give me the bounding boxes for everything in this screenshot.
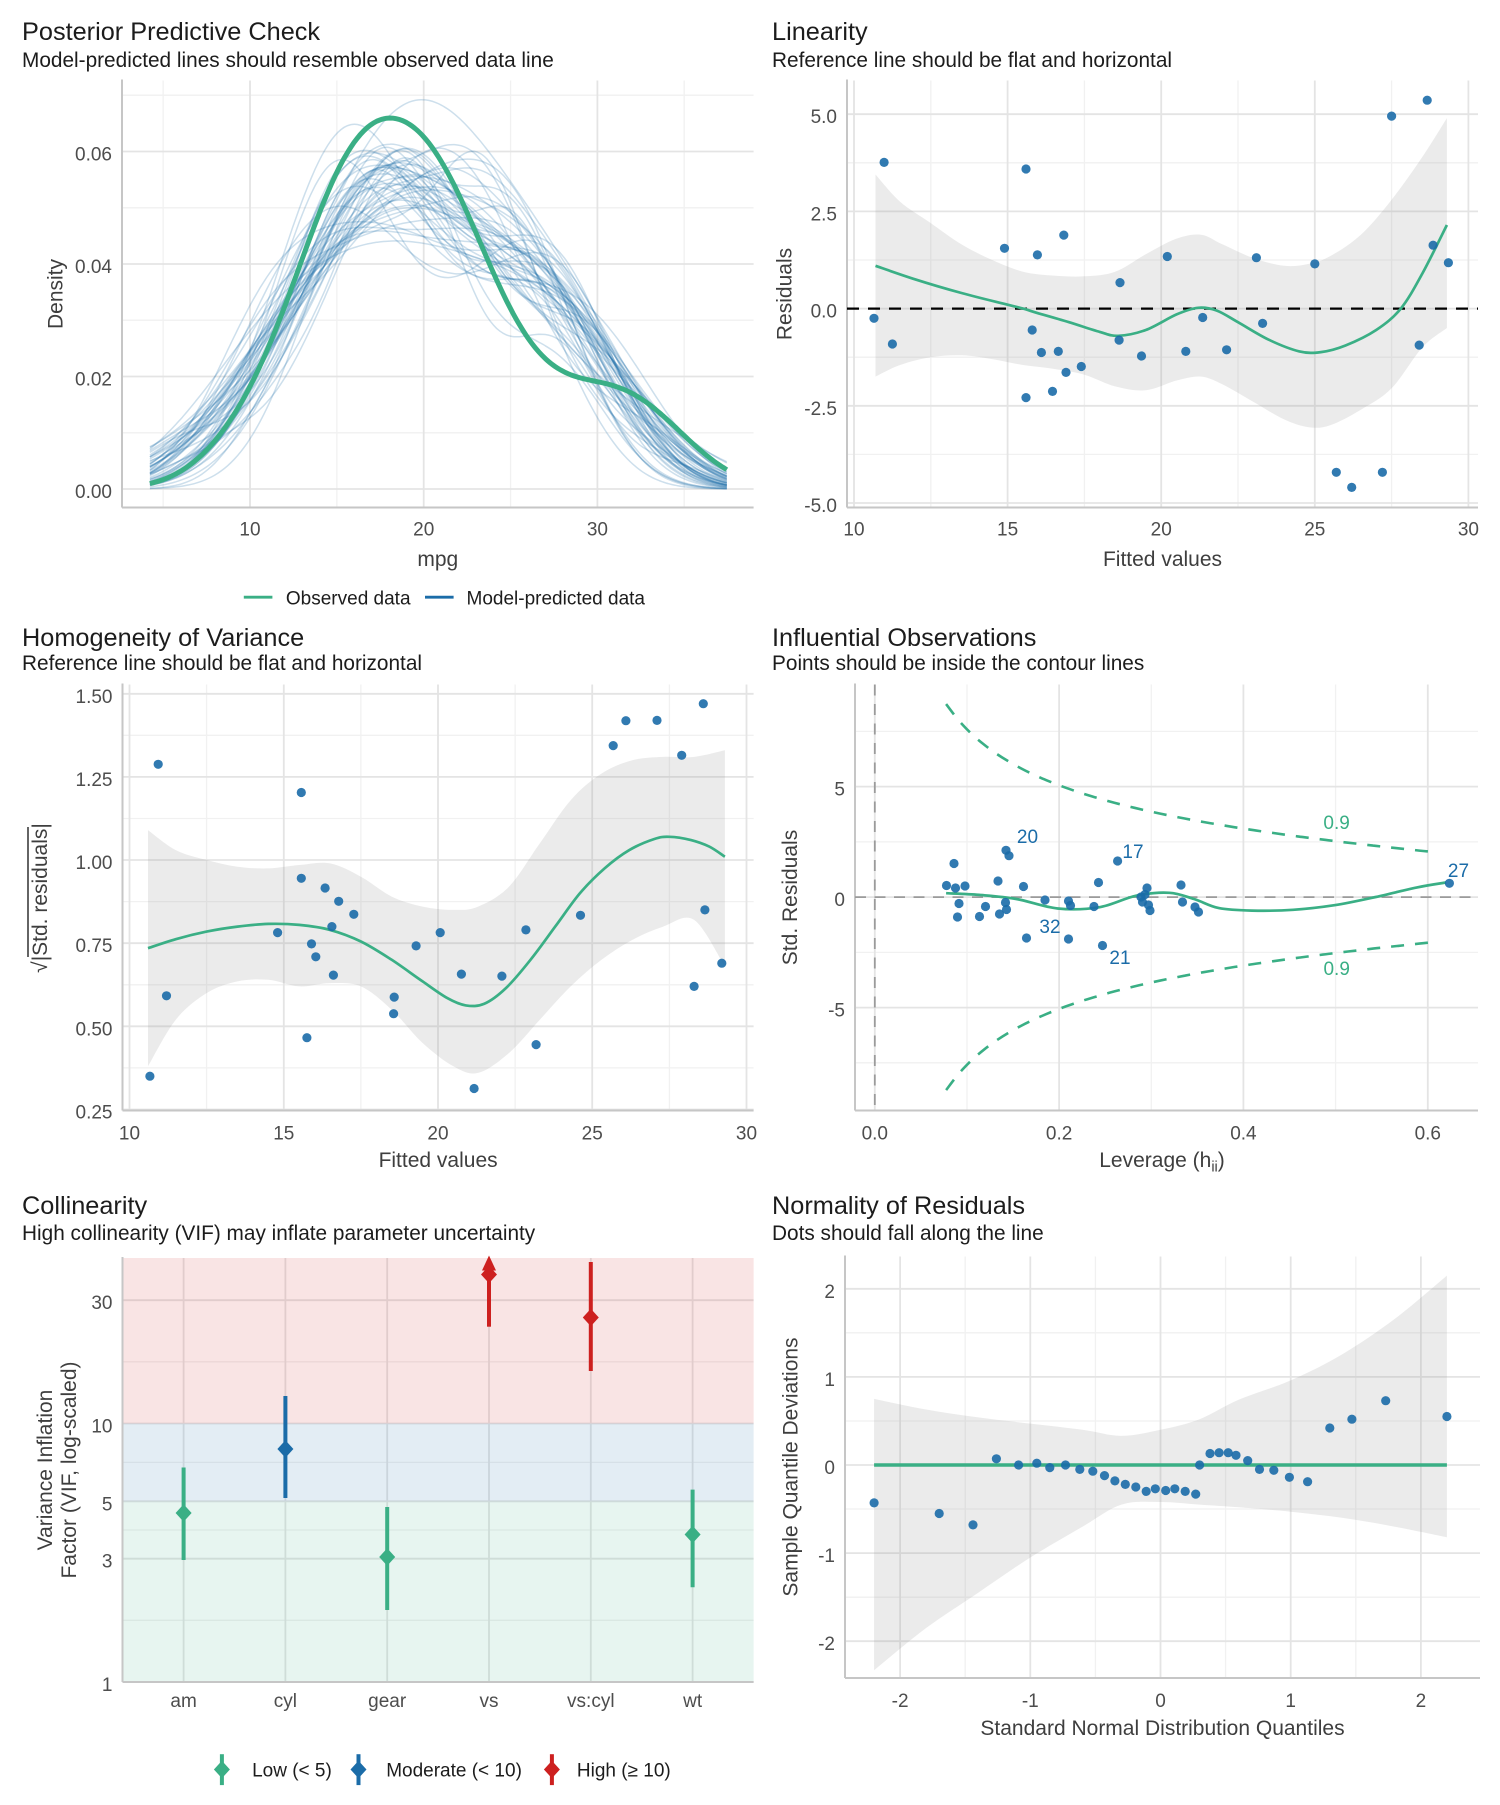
svg-text:2: 2 <box>824 1282 835 1303</box>
svg-text:am: am <box>170 1691 196 1712</box>
svg-text:20: 20 <box>413 520 434 541</box>
svg-text:0.9: 0.9 <box>1323 813 1349 834</box>
svg-text:vs: vs <box>480 1691 499 1712</box>
svg-text:0.25: 0.25 <box>76 1103 113 1124</box>
svg-text:gear: gear <box>368 1691 407 1712</box>
svg-text:0: 0 <box>1155 1691 1166 1712</box>
svg-text:-1: -1 <box>1022 1691 1039 1712</box>
svg-text:High (≥ 10): High (≥ 10) <box>577 1761 671 1782</box>
svg-text:0.02: 0.02 <box>75 370 112 391</box>
svg-text:1: 1 <box>824 1370 835 1391</box>
svg-text:0.00: 0.00 <box>75 482 112 503</box>
svg-text:Moderate (< 10): Moderate (< 10) <box>386 1761 522 1782</box>
svg-text:Observed data: Observed data <box>286 589 411 610</box>
svg-text:5: 5 <box>834 780 845 801</box>
svg-text:Model-predicted lines should r: Model-predicted lines should resemble ob… <box>22 49 554 72</box>
svg-text:0.0: 0.0 <box>811 302 837 323</box>
svg-text:20: 20 <box>427 1123 448 1144</box>
svg-text:30: 30 <box>587 520 608 541</box>
svg-text:30: 30 <box>1458 520 1479 541</box>
svg-text:0.50: 0.50 <box>76 1019 113 1040</box>
svg-text:15: 15 <box>997 520 1018 541</box>
svg-text:0.0: 0.0 <box>862 1123 888 1144</box>
svg-text:Normality of Residuals: Normality of Residuals <box>772 1192 1025 1220</box>
svg-text:0: 0 <box>824 1458 835 1479</box>
svg-text:-1: -1 <box>818 1546 835 1567</box>
svg-text:-5.0: -5.0 <box>804 496 837 517</box>
svg-text:10: 10 <box>239 520 260 541</box>
svg-text:Factor (VIF, log-scaled): Factor (VIF, log-scaled) <box>58 1361 81 1578</box>
svg-text:Low (< 5): Low (< 5) <box>252 1761 332 1782</box>
svg-text:5: 5 <box>102 1494 113 1515</box>
svg-text:0.2: 0.2 <box>1046 1123 1072 1144</box>
svg-text:mpg: mpg <box>417 548 458 571</box>
svg-text:1.25: 1.25 <box>76 770 113 791</box>
svg-text:Dots should fall along the lin: Dots should fall along the line <box>772 1222 1044 1245</box>
svg-text:Posterior Predictive Check: Posterior Predictive Check <box>22 18 320 46</box>
svg-text:30: 30 <box>736 1123 757 1144</box>
svg-text:1: 1 <box>102 1675 113 1696</box>
svg-text:Standard Normal Distribution Q: Standard Normal Distribution Quantiles <box>980 1717 1344 1740</box>
svg-text:20: 20 <box>1151 520 1172 541</box>
svg-text:-2: -2 <box>892 1691 909 1712</box>
svg-text:vs:cyl: vs:cyl <box>567 1691 615 1712</box>
svg-text:27: 27 <box>1448 861 1469 882</box>
svg-text:1: 1 <box>1285 1691 1296 1712</box>
svg-text:1.50: 1.50 <box>76 687 113 708</box>
svg-text:0.6: 0.6 <box>1415 1123 1441 1144</box>
svg-text:Fitted values: Fitted values <box>379 1149 498 1172</box>
svg-text:Sample Quantile Deviations: Sample Quantile Deviations <box>780 1337 803 1596</box>
svg-text:25: 25 <box>582 1123 603 1144</box>
svg-text:Leverage (hii): Leverage (hii) <box>1099 1149 1225 1176</box>
svg-text:Reference line should be flat: Reference line should be flat and horizo… <box>772 49 1172 72</box>
svg-text:Variance Inflation: Variance Inflation <box>34 1390 57 1551</box>
svg-text:Fitted values: Fitted values <box>1103 548 1222 571</box>
svg-text:30: 30 <box>91 1293 112 1314</box>
svg-text:21: 21 <box>1109 948 1130 969</box>
svg-text:Std. Residuals: Std. Residuals <box>779 830 802 965</box>
svg-text:Collinearity: Collinearity <box>22 1192 147 1220</box>
svg-text:0.9: 0.9 <box>1323 959 1349 980</box>
svg-text:20: 20 <box>1017 827 1038 848</box>
svg-text:0.4: 0.4 <box>1230 1123 1257 1144</box>
svg-text:3: 3 <box>102 1552 113 1573</box>
svg-text:32: 32 <box>1039 917 1060 938</box>
svg-text:Density: Density <box>45 258 68 329</box>
svg-text:Homogeneity of Variance: Homogeneity of Variance <box>22 624 304 652</box>
svg-text:15: 15 <box>273 1123 294 1144</box>
svg-text:10: 10 <box>119 1123 140 1144</box>
svg-text:Residuals: Residuals <box>774 248 797 340</box>
svg-text:2: 2 <box>1416 1691 1427 1712</box>
svg-text:0.75: 0.75 <box>76 936 113 957</box>
svg-text:25: 25 <box>1304 520 1325 541</box>
svg-text:5.0: 5.0 <box>811 107 837 128</box>
svg-text:√|Std. residuals|: √|Std. residuals| <box>29 823 52 973</box>
svg-text:1.00: 1.00 <box>76 853 113 874</box>
svg-text:0: 0 <box>834 890 845 911</box>
svg-text:High collinearity (VIF) may in: High collinearity (VIF) may inflate para… <box>22 1222 536 1245</box>
svg-text:0.06: 0.06 <box>75 145 112 166</box>
svg-text:wt: wt <box>682 1691 703 1712</box>
svg-text:-2.5: -2.5 <box>804 399 837 420</box>
svg-text:Linearity: Linearity <box>772 18 868 46</box>
svg-text:10: 10 <box>91 1417 112 1438</box>
svg-text:17: 17 <box>1122 842 1143 863</box>
svg-text:Reference line should be flat: Reference line should be flat and horizo… <box>22 652 422 675</box>
svg-text:Points should be inside the co: Points should be inside the contour line… <box>772 652 1144 675</box>
svg-text:10: 10 <box>843 520 864 541</box>
svg-text:-2: -2 <box>818 1634 835 1655</box>
svg-text:cyl: cyl <box>274 1691 297 1712</box>
svg-text:2.5: 2.5 <box>811 204 837 225</box>
svg-text:0.04: 0.04 <box>75 257 112 278</box>
svg-text:Model-predicted data: Model-predicted data <box>467 589 646 610</box>
svg-text:-5: -5 <box>828 1001 845 1022</box>
svg-text:Influential Observations: Influential Observations <box>772 624 1036 652</box>
